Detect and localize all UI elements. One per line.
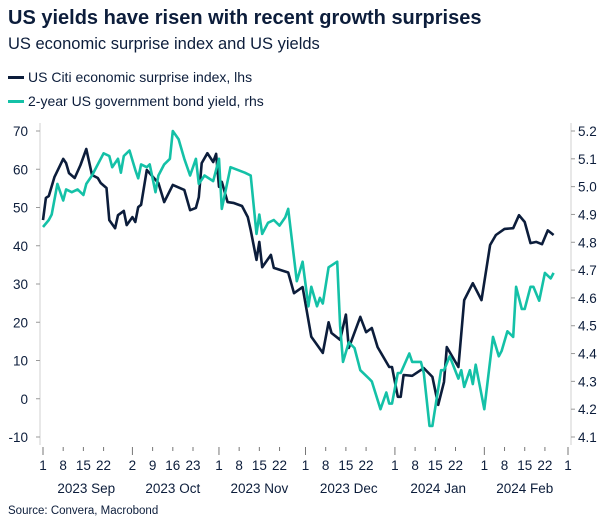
right-tick-label: 4.7 [578, 263, 597, 278]
x-tick-label: 8 [59, 458, 67, 473]
x-tick-label: 22 [537, 458, 552, 473]
right-tick-label: 4.4 [578, 347, 597, 362]
x-tick-label: 8 [501, 458, 509, 473]
x-tick-label: 15 [428, 458, 443, 473]
x-tick-label: 15 [252, 458, 267, 473]
x-tick-label: 22 [272, 458, 287, 473]
right-tick-label: 5.0 [578, 180, 597, 195]
x-month-label: 2023 Dec [320, 481, 378, 496]
x-month-label: 2023 Nov [230, 481, 288, 496]
left-tick-label: 40 [13, 239, 28, 254]
x-tick-label: 22 [359, 458, 374, 473]
right-tick-label: 4.2 [578, 402, 597, 417]
legend-swatch-surprise-index [8, 75, 24, 79]
x-tick-label: 1 [215, 458, 223, 473]
x-month-label: 2023 Sep [57, 481, 115, 496]
legend-item-surprise-index: US Citi economic surprise index, lhs [8, 69, 252, 85]
right-tick-label: 5.1 [578, 152, 597, 167]
left-tick-label: 50 [13, 201, 28, 216]
x-tick-label: 8 [235, 458, 243, 473]
legend-item-bond-yield: 2-year US government bond yield, rhs [8, 93, 264, 109]
x-tick-label: 1 [391, 458, 399, 473]
x-tick-label: 22 [96, 458, 111, 473]
right-tick-label: 4.3 [578, 374, 597, 389]
left-tick-label: 30 [13, 277, 28, 292]
x-tick-label: 1 [39, 458, 47, 473]
x-month-label: 2023 Oct [145, 481, 200, 496]
right-tick-label: 4.1 [578, 430, 597, 445]
right-tick-label: 4.5 [578, 319, 597, 334]
legend-swatch-bond-yield [8, 99, 24, 103]
left-tick-label: 10 [13, 354, 28, 369]
x-month-label: 2024 Jan [410, 481, 466, 496]
right-tick-label: 4.8 [578, 235, 597, 250]
right-tick-label: 4.6 [578, 291, 597, 306]
x-tick-label: 23 [185, 458, 200, 473]
legend-label-surprise-index: US Citi economic surprise index, lhs [28, 69, 253, 85]
source-note: Source: Convera, Macrobond [8, 505, 159, 517]
x-tick-label: 8 [322, 458, 330, 473]
x-tick-label: 15 [76, 458, 91, 473]
chart-title: US yields have risen with recent growth … [8, 7, 482, 29]
left-tick-label: 20 [13, 315, 28, 330]
x-tick-label: 2 [129, 458, 137, 473]
right-tick-label: 5.2 [578, 124, 597, 139]
x-tick-label: 9 [149, 458, 157, 473]
left-tick-label: 0 [20, 392, 28, 407]
legend-label-bond-yield: 2-year US government bond yield, rhs [28, 93, 264, 109]
left-tick-label: 60 [13, 162, 28, 177]
x-tick-label: 1 [302, 458, 310, 473]
left-tick-label: 70 [13, 124, 28, 139]
x-tick-label: 22 [448, 458, 463, 473]
left-tick-label: -10 [8, 430, 28, 445]
x-tick-label: 1 [481, 458, 489, 473]
x-tick-label: 16 [165, 458, 180, 473]
x-tick-label: 1 [564, 458, 572, 473]
chart-subtitle: US economic surprise index and US yields [8, 35, 320, 53]
bond-yield-line [41, 129, 555, 428]
surprise-index-line [41, 147, 555, 407]
x-month-label: 2024 Feb [496, 481, 553, 496]
x-tick-label: 8 [411, 458, 419, 473]
right-tick-label: 4.9 [578, 207, 597, 222]
x-tick-label: 15 [517, 458, 532, 473]
x-tick-label: 15 [338, 458, 353, 473]
